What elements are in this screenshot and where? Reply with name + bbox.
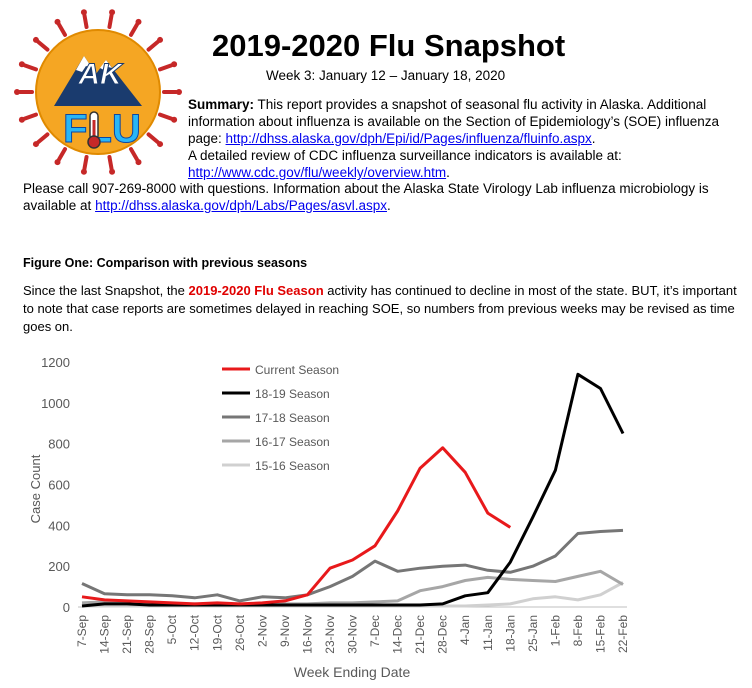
x-tick-label: 8-Feb [571, 615, 585, 647]
y-axis-label: Case Count [28, 454, 43, 523]
y-tick-label: 0 [63, 600, 70, 615]
thermometer-icon [87, 111, 101, 149]
current-season-highlight: 2019-2020 Flu Season [188, 283, 324, 298]
y-tick-label: 200 [48, 559, 70, 574]
x-tick-label: 15-Feb [593, 615, 607, 653]
y-tick-label: 600 [48, 478, 70, 493]
legend-label: Current Season [255, 363, 339, 377]
legend-label: 15-16 Season [255, 459, 330, 473]
mountain-icon [54, 56, 142, 106]
sun-rays [14, 9, 182, 175]
legend-label: 17-18 Season [255, 411, 330, 425]
legend-label: 16-17 Season [255, 435, 330, 449]
x-tick-label: 4-Jan [458, 615, 472, 645]
x-tick-label: 19-Oct [210, 614, 224, 651]
asvl-link[interactable]: http://dhss.alaska.gov/dph/Labs/Pages/as… [95, 198, 387, 213]
summary-text: This report provides a snapshot of seaso… [188, 97, 720, 146]
y-tick-label: 400 [48, 518, 70, 533]
x-tick-label: 25-Jan [526, 615, 540, 652]
summary-paragraph: Summary: This report provides a snapshot… [188, 97, 720, 180]
legend-label: 18-19 Season [255, 387, 330, 401]
x-tick-label: 30-Nov [346, 615, 360, 654]
cdc-text: A detailed review of CDC influenza surve… [188, 148, 622, 163]
summary-label: Summary: [188, 97, 255, 112]
x-tick-label: 16-Nov [300, 615, 314, 654]
page-title: 2019-2020 Flu Snapshot [212, 28, 566, 63]
x-tick-label: 7-Sep [75, 615, 89, 647]
x-tick-label: 9-Nov [278, 615, 292, 647]
x-tick-label: 21-Sep [120, 615, 134, 654]
x-tick-label: 28-Sep [143, 615, 157, 654]
y-tick-label: 800 [48, 437, 70, 452]
x-tick-label: 26-Oct [233, 614, 247, 651]
x-tick-label: 14-Sep [98, 615, 112, 654]
x-axis-label: Week Ending Date [294, 664, 411, 680]
y-tick-label: 1000 [41, 396, 70, 411]
x-tick-label: 12-Oct [188, 614, 202, 651]
series-line-18-19-season [81, 372, 625, 608]
contact-text: Please call 907-269-8000 with questions.… [23, 181, 709, 213]
x-tick-label: 28-Dec [436, 615, 450, 654]
x-tick-label: 2-Nov [255, 615, 269, 647]
x-tick-label: 7-Dec [368, 615, 382, 647]
x-tick-label: 22-Feb [616, 615, 630, 653]
report-week: Week 3: January 12 – January 18, 2020 [266, 68, 506, 83]
x-tick-label: 11-Jan [481, 615, 495, 651]
figure-title: Figure One: Comparison with previous sea… [23, 256, 308, 270]
x-tick-label: 5-Oct [165, 614, 179, 644]
series-line-current-season [81, 446, 512, 606]
x-tick-label: 18-Jan [503, 615, 517, 652]
logo-state-text: AK [77, 58, 124, 91]
logo-flu-text: FLU [63, 107, 141, 151]
x-tick-label: 14-Dec [391, 615, 405, 654]
soe-influenza-link[interactable]: http://dhss.alaska.gov/dph/Epi/id/Pages/… [225, 131, 592, 146]
flu-comparison-chart: 0 200 400 600 800 1000 1200 7-Sep 14-Sep 21-Sep 28… [28, 355, 630, 680]
y-tick-label: 1200 [41, 355, 70, 370]
series-line-17-18-season [81, 528, 624, 603]
figure-description: Since the last Snapshot, the 2019-2020 F… [23, 283, 737, 334]
x-tick-label: 21-Dec [413, 615, 427, 654]
x-tick-label: 1-Feb [548, 615, 562, 647]
cdc-overview-link[interactable]: http://www.cdc.gov/flu/weekly/overview.h… [188, 165, 447, 180]
x-tick-label: 23-Nov [323, 615, 337, 654]
ak-flu-logo: AK FLU [14, 9, 182, 175]
contact-paragraph: Please call 907-269-8000 with questions.… [23, 181, 709, 213]
